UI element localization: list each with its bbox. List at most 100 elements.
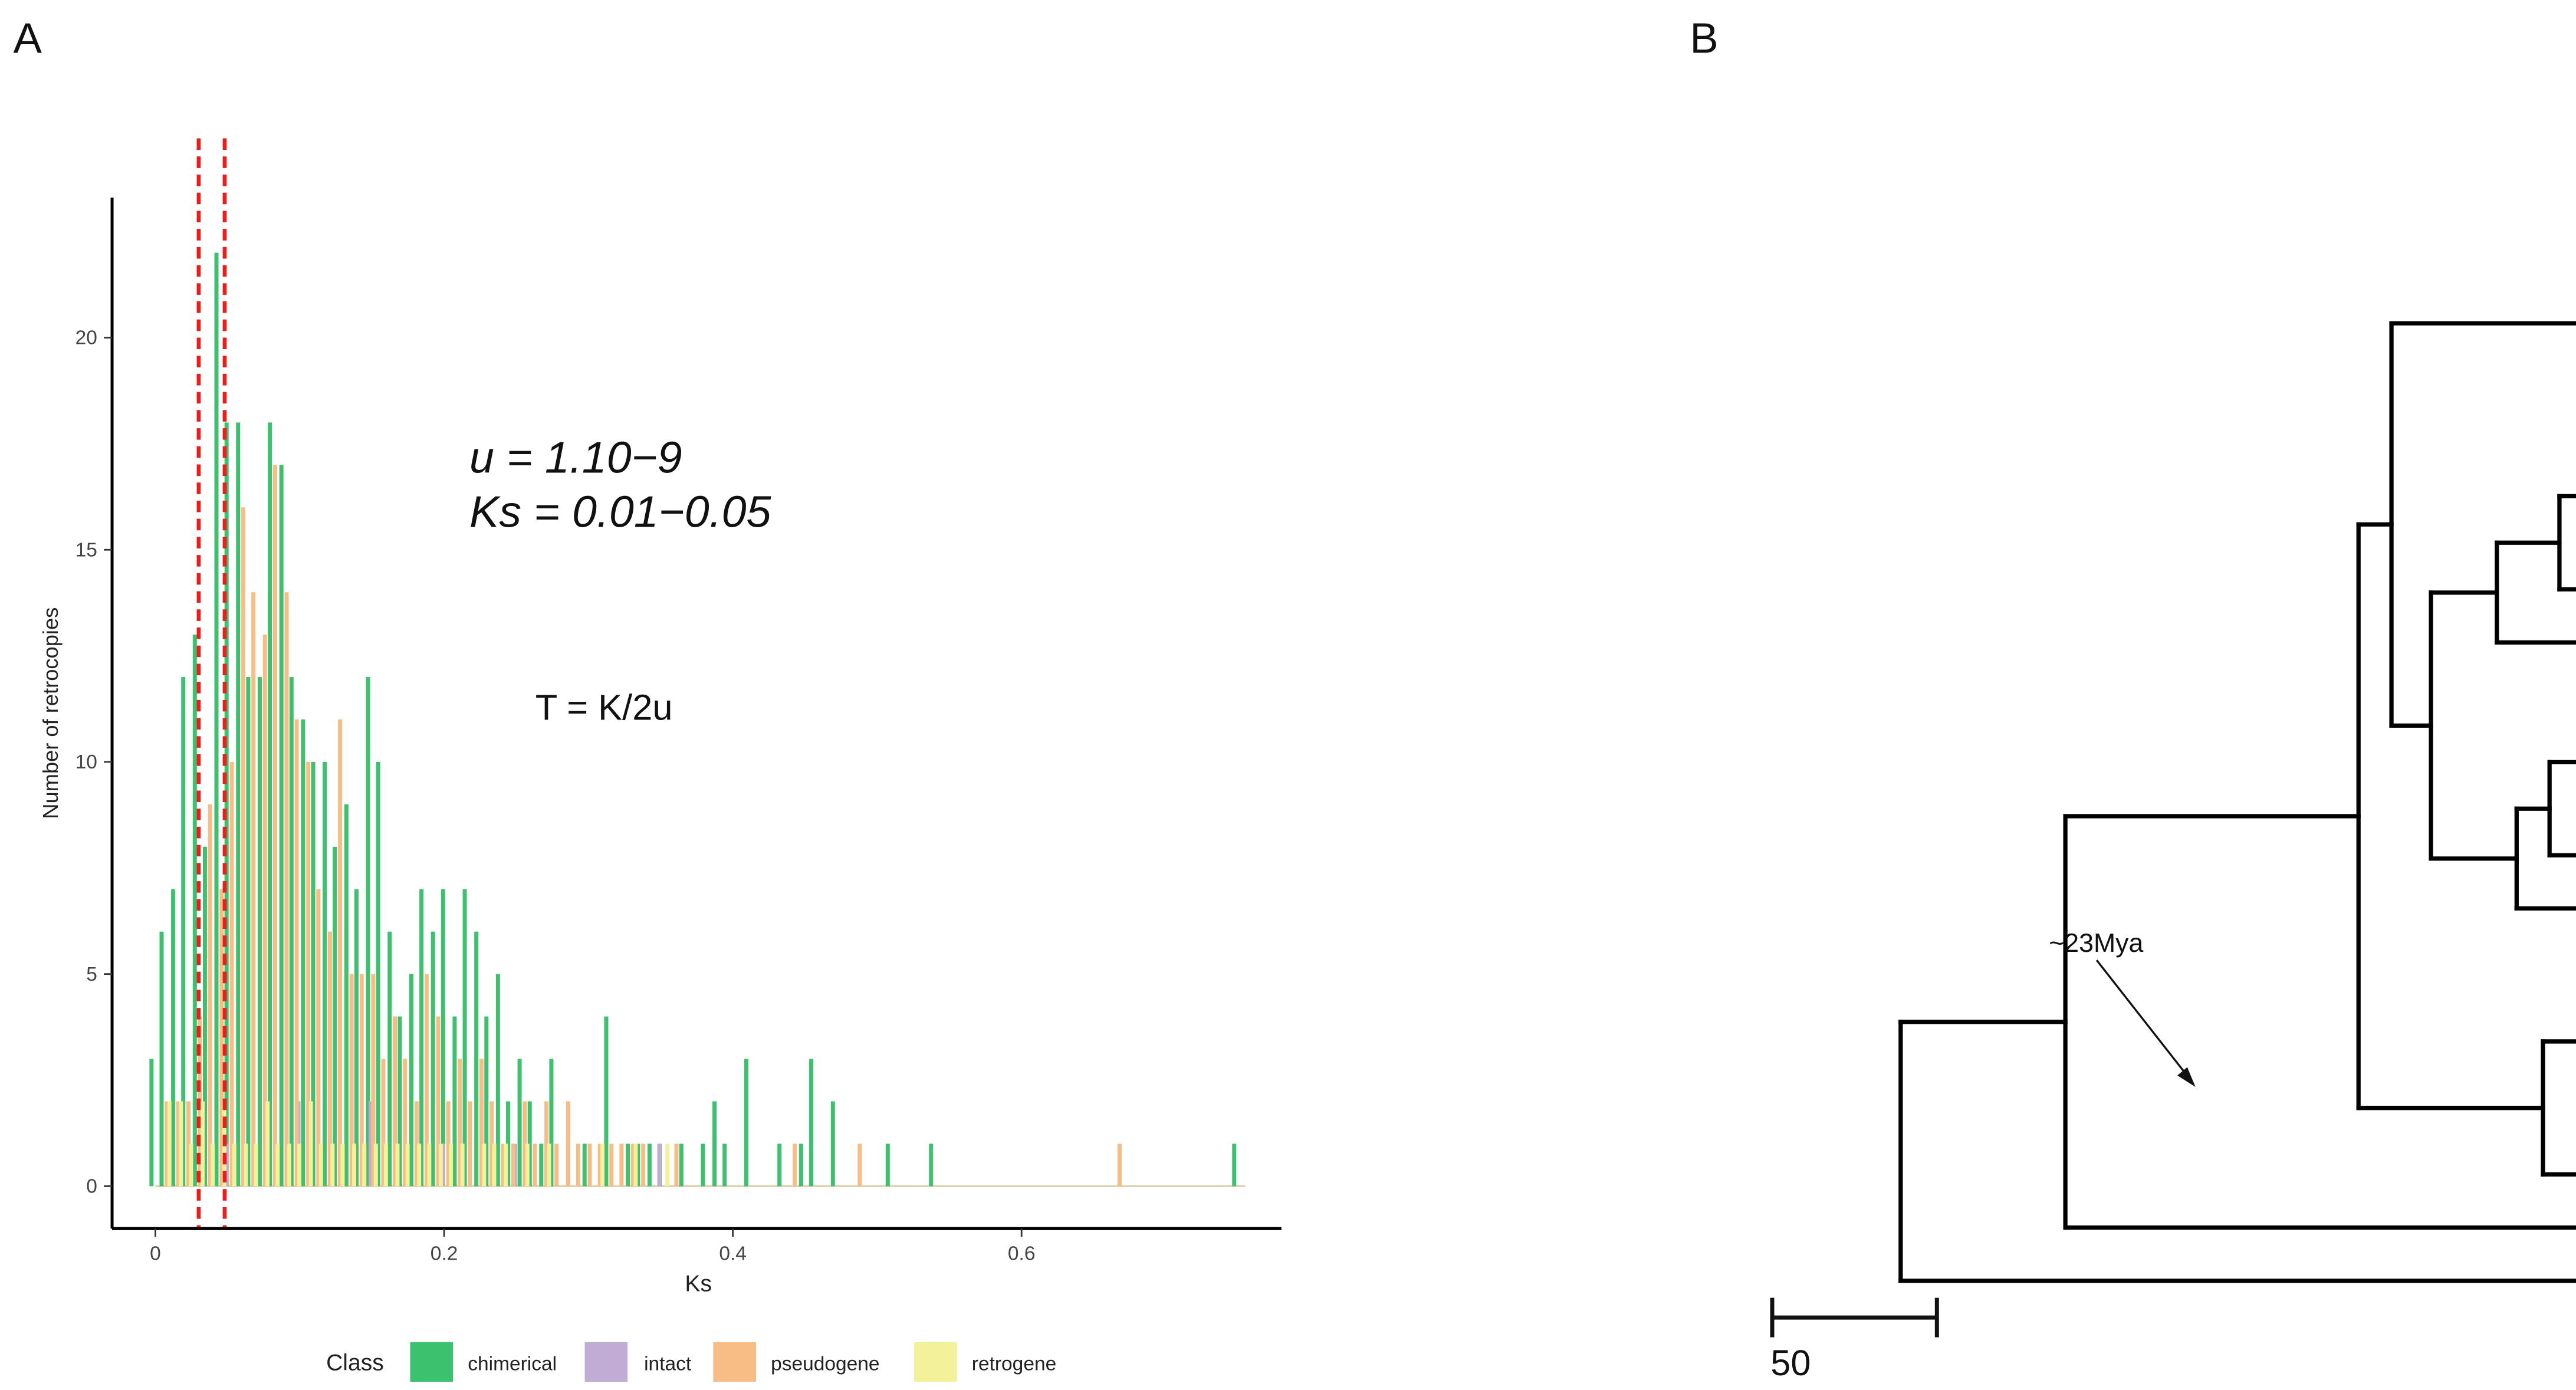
- bar-pseudogene: [165, 1101, 169, 1187]
- bar-pseudogene: [597, 1143, 602, 1187]
- node-annotation-arrow: [2095, 959, 2193, 1083]
- legend-swatch-intact: [584, 1342, 628, 1382]
- bar-pseudogene: [241, 507, 246, 1187]
- bar-chimerical: [712, 1101, 717, 1187]
- bar-retrogene: [297, 1143, 302, 1187]
- bar-chimerical: [679, 1143, 684, 1187]
- bar-pseudogene: [229, 761, 234, 1187]
- y-tick-label: 10: [75, 751, 97, 773]
- bar-retrogene: [482, 1143, 487, 1187]
- bar-chimerical: [441, 889, 445, 1187]
- x-tick-label: 0.6: [1008, 1243, 1036, 1264]
- bar-pseudogene: [857, 1143, 862, 1187]
- bar-chimerical: [419, 889, 424, 1187]
- bar-chimerical: [701, 1143, 705, 1187]
- bar-chimerical: [604, 1016, 609, 1187]
- bar-pseudogene: [619, 1143, 624, 1187]
- bar-pseudogene: [403, 1059, 408, 1187]
- bar-chimerical: [268, 422, 272, 1187]
- bar-retrogene: [330, 1143, 335, 1187]
- bar-pseudogene: [793, 1143, 797, 1187]
- histogram-bars: [149, 252, 1246, 1187]
- bar-pseudogene: [424, 974, 429, 1187]
- bar-pseudogene: [359, 974, 364, 1187]
- bar-chimerical: [149, 1059, 154, 1187]
- bar-pseudogene: [414, 1101, 419, 1187]
- bar-retrogene: [665, 1143, 670, 1187]
- bar-retrogene: [383, 1143, 388, 1187]
- scale-bar-label: 50: [1770, 1343, 1811, 1384]
- node-annotation: ~23Mya: [2049, 929, 2196, 1087]
- annotation-ks: Ks = 0.01−0.05: [469, 487, 771, 537]
- bar-chimerical: [236, 422, 241, 1187]
- bar-pseudogene: [349, 974, 354, 1187]
- bar-pseudogene: [262, 635, 267, 1187]
- bar-pseudogene: [186, 1101, 191, 1187]
- bar-intact: [368, 1101, 373, 1187]
- bar-pseudogene: [576, 1143, 580, 1187]
- bar-retrogene: [201, 1101, 205, 1187]
- bar-retrogene: [275, 1143, 280, 1187]
- legend-label-chimerical: chimerical: [468, 1353, 557, 1375]
- bar-pseudogene: [306, 761, 311, 1187]
- bar-pseudogene: [381, 1059, 386, 1187]
- bar-chimerical: [354, 889, 359, 1187]
- bar-chimerical: [777, 1143, 782, 1187]
- bar-retrogene: [308, 1101, 313, 1187]
- bar-chimerical: [257, 677, 262, 1187]
- bar-chimerical: [214, 252, 219, 1187]
- bar-retrogene: [460, 1143, 465, 1187]
- bar-chimerical: [171, 889, 176, 1187]
- bar-retrogene: [525, 1143, 530, 1187]
- x-axis-title: Ks: [685, 1271, 712, 1296]
- bar-retrogene: [244, 1143, 248, 1187]
- node-annotation-arrowhead: [2177, 1067, 2196, 1087]
- bar-pseudogene: [533, 1143, 537, 1187]
- bar-chimerical: [192, 635, 197, 1187]
- bar-pseudogene: [468, 1101, 472, 1187]
- panel-a-label: A: [13, 14, 42, 62]
- phylogenetic-tree: A.duranensisA.hypogaeaA.ipaensisT.subter…: [1770, 321, 2576, 1384]
- bar-chimerical: [387, 931, 392, 1187]
- bar-chimerical: [224, 422, 229, 1187]
- bar-retrogene: [395, 1143, 400, 1187]
- bar-retrogene: [167, 1101, 172, 1187]
- bar-chimerical: [799, 1143, 803, 1187]
- bar-chimerical: [397, 1016, 402, 1187]
- bar-intact: [657, 1143, 662, 1187]
- threshold-lines: [196, 138, 227, 1229]
- bar-chimerical: [539, 1143, 544, 1187]
- bar-chimerical: [885, 1143, 890, 1187]
- bar-pseudogene: [544, 1101, 549, 1187]
- bar-chimerical: [484, 1016, 489, 1187]
- bar-retrogene: [211, 1143, 215, 1187]
- bar-pseudogene: [176, 1101, 180, 1187]
- legend-swatch-pseudogene: [713, 1342, 756, 1382]
- bar-retrogene: [492, 1143, 497, 1187]
- bar-chimerical: [366, 677, 370, 1187]
- bar-chimerical: [333, 846, 337, 1187]
- x-tick-label: 0.4: [719, 1243, 747, 1264]
- bar-chimerical: [830, 1101, 835, 1187]
- bar-pseudogene: [219, 889, 224, 1187]
- bar-chimerical: [409, 974, 413, 1187]
- bar-pseudogene: [489, 1101, 494, 1187]
- bar-pseudogene: [327, 931, 332, 1187]
- bar-retrogene: [254, 1143, 258, 1187]
- bar-pseudogene: [436, 1016, 441, 1187]
- bar-chimerical: [289, 677, 294, 1187]
- bar-chimerical: [431, 931, 435, 1187]
- x-tick-label: 0.2: [431, 1243, 458, 1264]
- y-tick-label: 0: [86, 1176, 97, 1198]
- bar-chimerical: [517, 1059, 522, 1187]
- bar-retrogene: [547, 1143, 551, 1187]
- legend-swatch-retrogene: [914, 1342, 957, 1382]
- bar-pseudogene: [511, 1143, 515, 1187]
- bar-pseudogene: [674, 1143, 679, 1187]
- bar-pseudogene: [371, 974, 376, 1187]
- bar-chimerical: [462, 889, 467, 1187]
- legend-swatch-chimerical: [410, 1342, 454, 1382]
- bar-retrogene: [438, 1143, 443, 1187]
- bar-chimerical: [809, 1059, 814, 1187]
- legend-label-pseudogene: pseudogene: [771, 1353, 879, 1375]
